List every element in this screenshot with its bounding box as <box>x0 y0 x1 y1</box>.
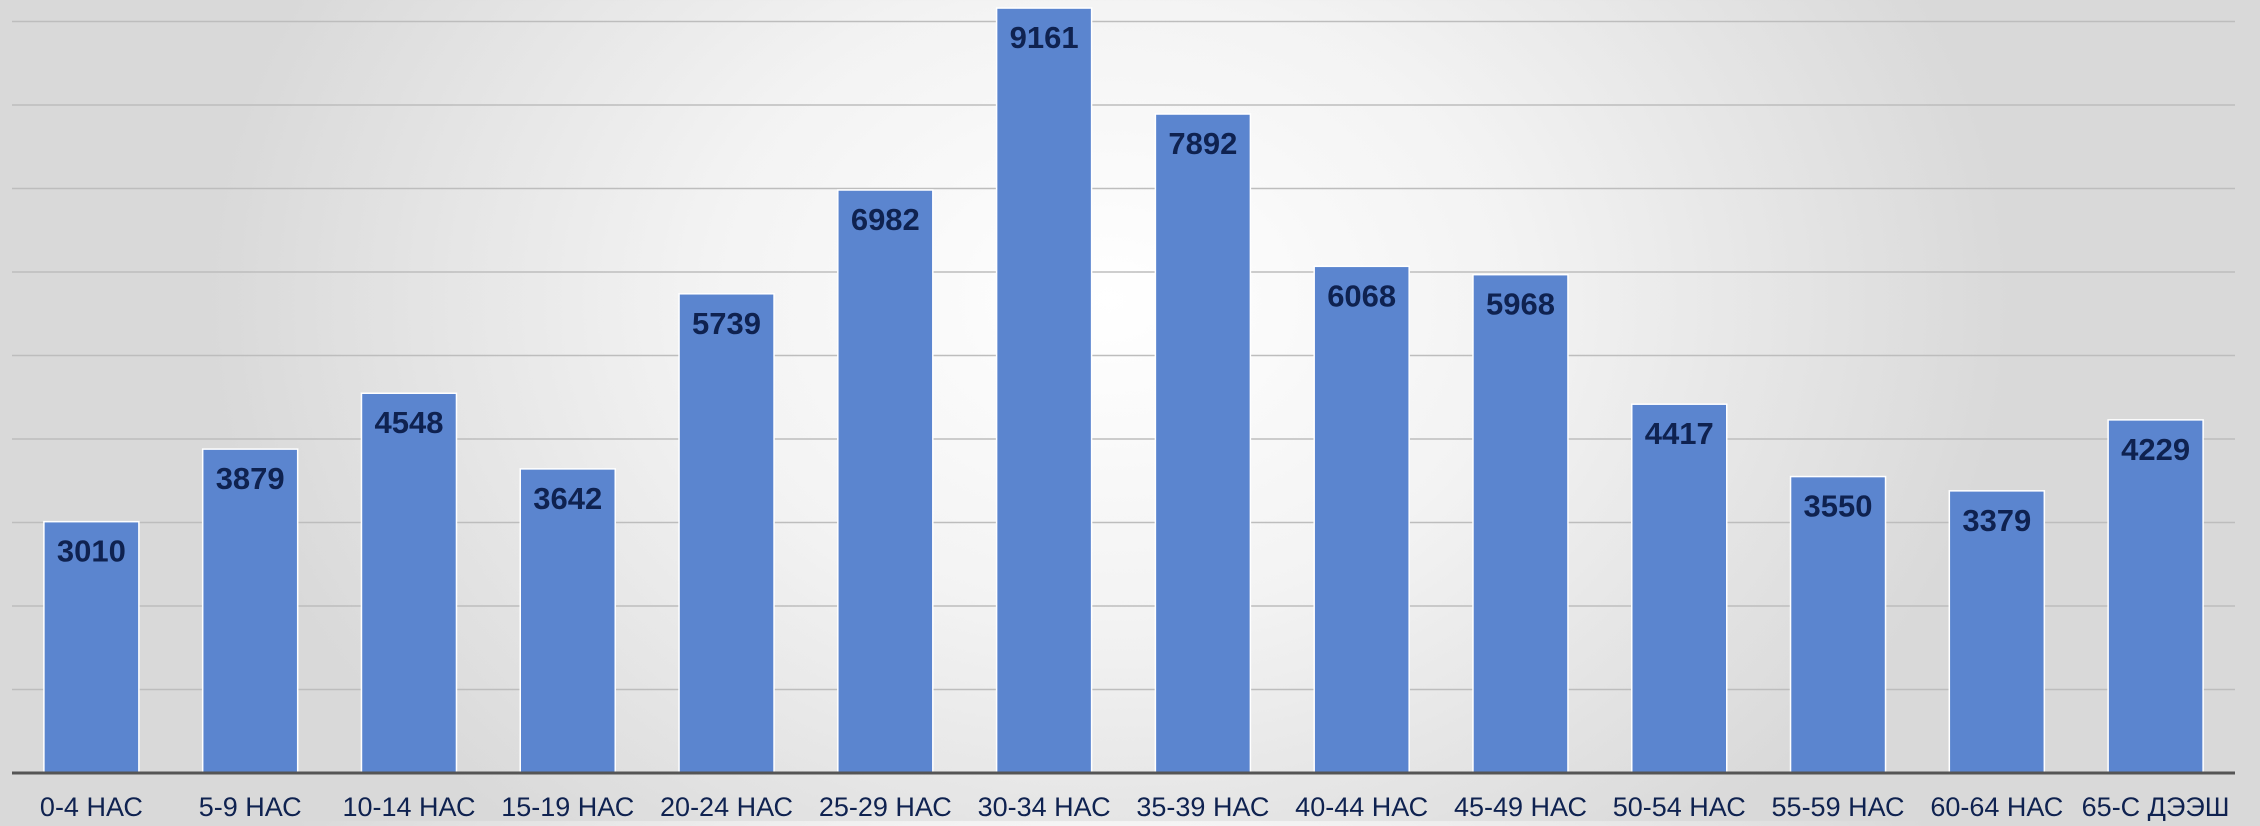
data-label: 4548 <box>374 405 443 440</box>
data-label: 3010 <box>57 534 126 569</box>
data-label: 4417 <box>1645 416 1714 451</box>
data-label: 3379 <box>1962 503 2031 538</box>
bar <box>1631 403 1728 774</box>
x-tick-label: 20-24 НАС <box>660 792 793 821</box>
data-label: 4229 <box>2121 432 2190 467</box>
x-tick-label: 40-44 НАС <box>1295 792 1428 821</box>
data-label: 6982 <box>851 202 920 237</box>
data-label: 3550 <box>1804 489 1873 524</box>
bar <box>43 520 140 774</box>
bar <box>1154 113 1252 774</box>
x-tick-label: 15-19 НАС <box>501 792 634 821</box>
bar <box>2107 419 2204 774</box>
x-tick-label: 5-9 НАС <box>199 792 302 821</box>
x-tick-label: 60-64 НАС <box>1930 792 2063 821</box>
bar <box>1313 265 1410 774</box>
x-tick-label: 0-4 НАС <box>40 792 143 821</box>
x-tick-label: 10-14 НАС <box>342 792 475 821</box>
bar <box>837 189 934 774</box>
data-label: 6068 <box>1327 278 1396 313</box>
bar <box>678 293 775 774</box>
bar <box>201 448 299 774</box>
x-tick-label: 55-59 НАС <box>1772 792 1905 821</box>
data-labels: 3010 3879 4548 3642 5739 6982 9161 7892 6068 5968… <box>57 20 2190 569</box>
x-tick-labels: 0-4 НАС 5-9 НАС 10-14 НАС 15-19 НАС 20-24 НА… <box>40 792 2230 822</box>
bar <box>360 392 458 774</box>
bar <box>995 7 1093 774</box>
bar <box>1472 273 1569 774</box>
data-label: 5968 <box>1486 287 1555 322</box>
data-label: 7892 <box>1168 126 1237 161</box>
x-tick-label: 30-34 НАС <box>978 792 1111 821</box>
data-label: 5739 <box>692 306 761 341</box>
data-label: 3879 <box>216 461 285 496</box>
x-tick-label: 65-С ДЭЭШ <box>2082 792 2230 821</box>
data-label: 3642 <box>533 481 602 516</box>
x-tick-label: 25-29 НАС <box>819 792 952 821</box>
data-label: 9161 <box>1010 20 1079 55</box>
bars <box>43 7 2204 774</box>
x-tick-label: 50-54 НАС <box>1613 792 1746 821</box>
x-tick-label: 45-49 НАС <box>1454 792 1587 821</box>
x-tick-label: 35-39 НАС <box>1136 792 1269 821</box>
gridlines <box>12 20 2235 691</box>
